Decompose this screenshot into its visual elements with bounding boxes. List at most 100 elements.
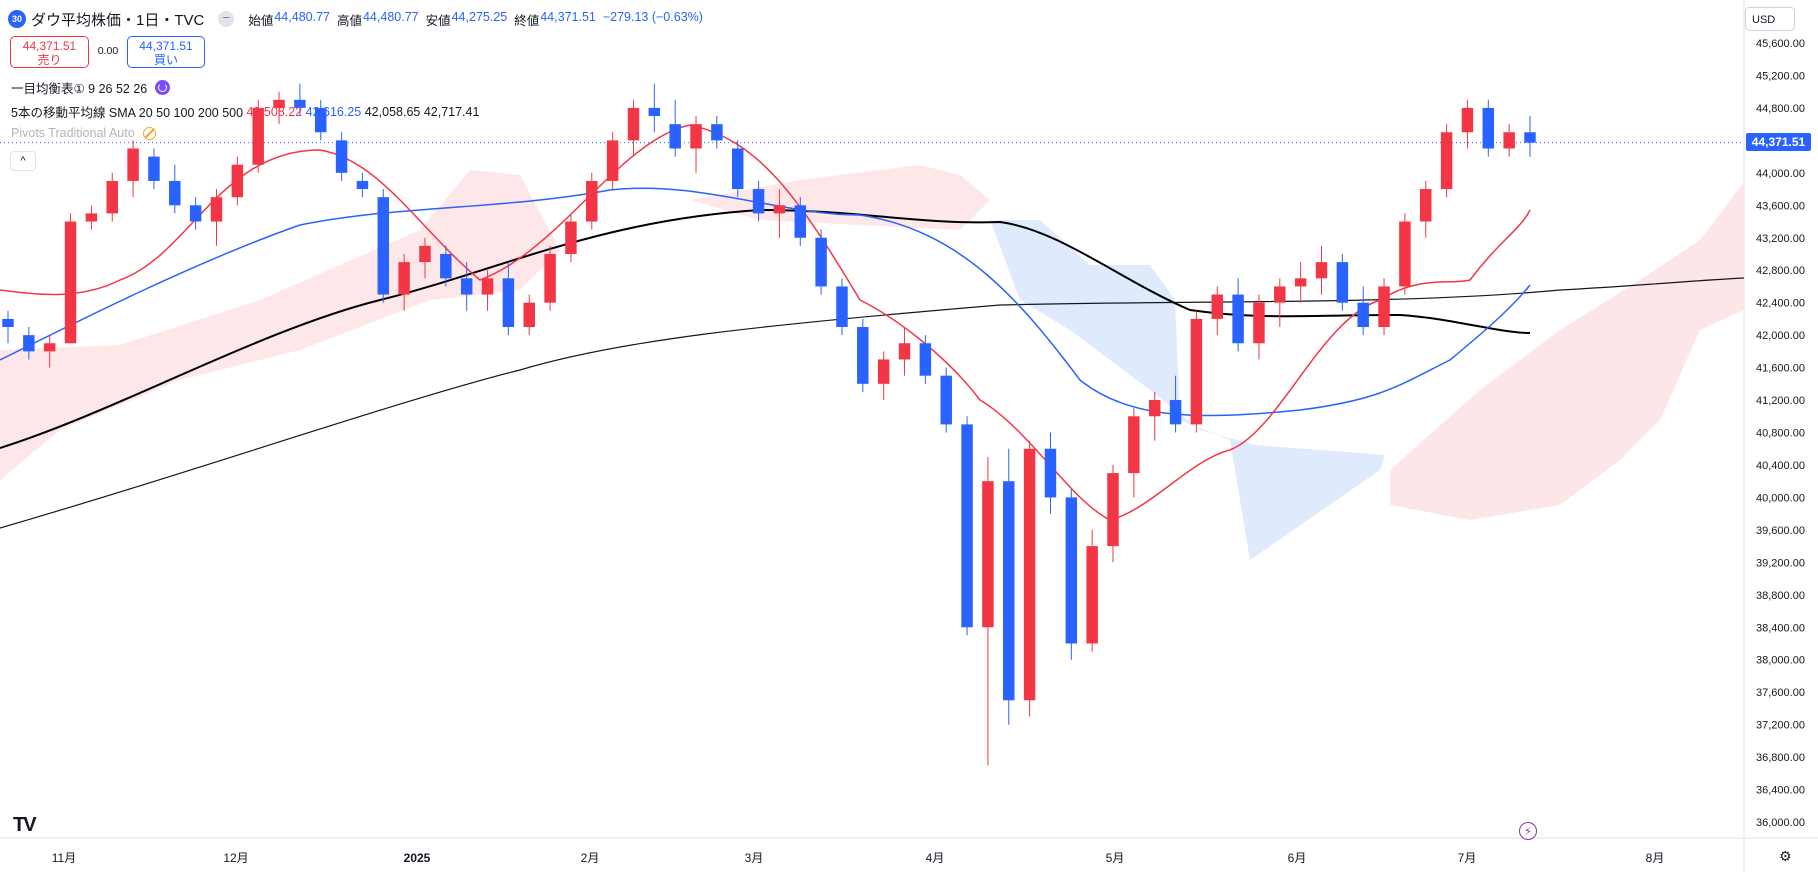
candle-body <box>627 107 640 141</box>
candle-body <box>1211 294 1223 319</box>
candle-body <box>23 335 35 352</box>
indicator-ichimoku[interactable]: 一目均衡表① 9 26 52 26 <box>11 78 171 97</box>
kumo-bull-2 <box>690 165 990 230</box>
candle-body <box>1253 302 1265 344</box>
candle-body <box>606 140 619 181</box>
candle-body <box>398 262 410 295</box>
price-scale-label: 38,400.00 <box>1756 622 1805 634</box>
price-scale-label: 43,600.00 <box>1756 200 1805 212</box>
candle-body <box>523 302 535 328</box>
symbol-header: 30 ダウ平均株価・1日・TVC − 始値 44,480.77 高値 44,480.… <box>8 8 710 30</box>
low-value: 44,275.25 <box>451 9 508 24</box>
time-scale-label: 2025 <box>404 851 431 865</box>
candle-body <box>1128 416 1140 474</box>
refresh-icon[interactable] <box>155 80 171 95</box>
candle-body <box>2 318 14 328</box>
currency-select[interactable]: USD <box>1745 7 1795 31</box>
gear-icon[interactable]: ⚙ <box>1779 848 1792 864</box>
time-scale-label: 11月 <box>52 851 76 865</box>
symbol-title[interactable]: ダウ平均株価・1日・TVC <box>31 11 205 29</box>
candle-body <box>1482 107 1495 149</box>
price-scale-label: 42,800.00 <box>1756 265 1805 277</box>
candle-body <box>544 253 556 303</box>
sma-value-3: 42,058.65 <box>364 104 421 119</box>
candle-body <box>877 359 890 384</box>
candle-body <box>335 140 348 173</box>
candle-body <box>940 375 952 425</box>
sell-button[interactable]: 44,371.51 売り <box>10 36 89 68</box>
candle-body <box>1461 107 1474 133</box>
ichimoku-label: 一目均衡表① 9 26 52 26 <box>11 82 148 96</box>
candle-body <box>1003 481 1015 701</box>
candle-body <box>1023 448 1036 701</box>
candle-body <box>961 424 973 628</box>
time-scale-label: 2月 <box>581 851 600 865</box>
hidden-eye-icon[interactable] <box>142 126 156 140</box>
candle-body <box>440 253 452 279</box>
buy-button[interactable]: 44,371.51 買い <box>127 36 205 68</box>
candle-body <box>1190 318 1203 425</box>
kumo-bull-1 <box>0 170 560 480</box>
candle-body <box>106 180 118 214</box>
candle-body <box>586 180 598 222</box>
candle-body <box>711 124 723 141</box>
candle-body <box>64 221 77 344</box>
candle-body <box>982 481 994 628</box>
price-scale-label: 45,200.00 <box>1756 70 1805 82</box>
sell-label: 売り <box>37 53 62 67</box>
price-scale-label: 36,400.00 <box>1756 785 1805 797</box>
indicator-pivots[interactable]: Pivots Traditional Auto <box>11 126 156 140</box>
price-scale-label: 38,000.00 <box>1756 655 1805 667</box>
price-scale-label: 41,200.00 <box>1756 395 1805 407</box>
candle-body <box>1378 286 1390 328</box>
candle-body <box>127 148 139 181</box>
sma-value-1: 43,508.22 <box>246 104 303 119</box>
price-scale-label: 37,600.00 <box>1756 687 1805 699</box>
time-scale-label: 8月 <box>1646 851 1665 865</box>
price-scale-label: 36,800.00 <box>1756 752 1805 764</box>
price-scale-label: 38,800.00 <box>1756 590 1805 602</box>
indicator-sma[interactable]: 5本の移動平均線 SMA 20 50 100 200 500 43,508.22… <box>11 102 479 121</box>
candle-body <box>1524 132 1536 143</box>
candle-body <box>1107 473 1119 547</box>
high-value: 44,480.77 <box>362 9 419 24</box>
candle-body <box>169 180 181 206</box>
dow-badge-icon: 30 <box>8 10 26 28</box>
candle-body <box>189 205 202 222</box>
candle-body <box>1044 448 1057 498</box>
sma-value-4: 42,717.41 <box>423 104 480 119</box>
spread-value: 0.00 <box>97 45 119 57</box>
price-scale-label: 39,200.00 <box>1756 557 1805 569</box>
bolt-icon[interactable]: ⚡ <box>1519 822 1537 840</box>
time-scale-label: 12月 <box>223 851 248 865</box>
time-scale-label: 3月 <box>745 851 764 865</box>
candle-body <box>148 156 160 181</box>
time-scale-label: 7月 <box>1458 851 1477 865</box>
price-scale-label: 43,200.00 <box>1756 233 1805 245</box>
candle-body <box>273 99 285 108</box>
candle-body <box>315 107 327 133</box>
candle-body <box>252 107 264 165</box>
sma-200-line <box>0 277 1745 529</box>
candle-body <box>460 278 473 295</box>
sma-50-line <box>0 187 1531 417</box>
buy-label: 買い <box>153 53 178 67</box>
candle-body <box>1420 189 1432 222</box>
collapse-legend-button[interactable]: ^ <box>10 151 36 171</box>
candle-body <box>377 197 390 295</box>
tradingview-logo[interactable]: TV <box>13 814 37 836</box>
candle-body <box>481 278 494 295</box>
candle-body <box>731 148 744 190</box>
price-scale-label: 36,000.00 <box>1756 817 1805 829</box>
sma-value-2: 42,616.25 <box>305 104 362 119</box>
sma-label: 5本の移動平均線 SMA 20 50 100 200 500 <box>11 106 244 120</box>
kumo-bear <box>990 220 1385 560</box>
price-scale-label: 42,000.00 <box>1756 330 1805 342</box>
collapse-icon[interactable]: − <box>218 11 235 27</box>
price-scale-label: 40,800.00 <box>1756 428 1805 440</box>
candle-body <box>231 164 244 198</box>
candle-body <box>1336 262 1349 303</box>
candle-body <box>773 205 786 214</box>
high-label: 高値 <box>336 13 362 28</box>
